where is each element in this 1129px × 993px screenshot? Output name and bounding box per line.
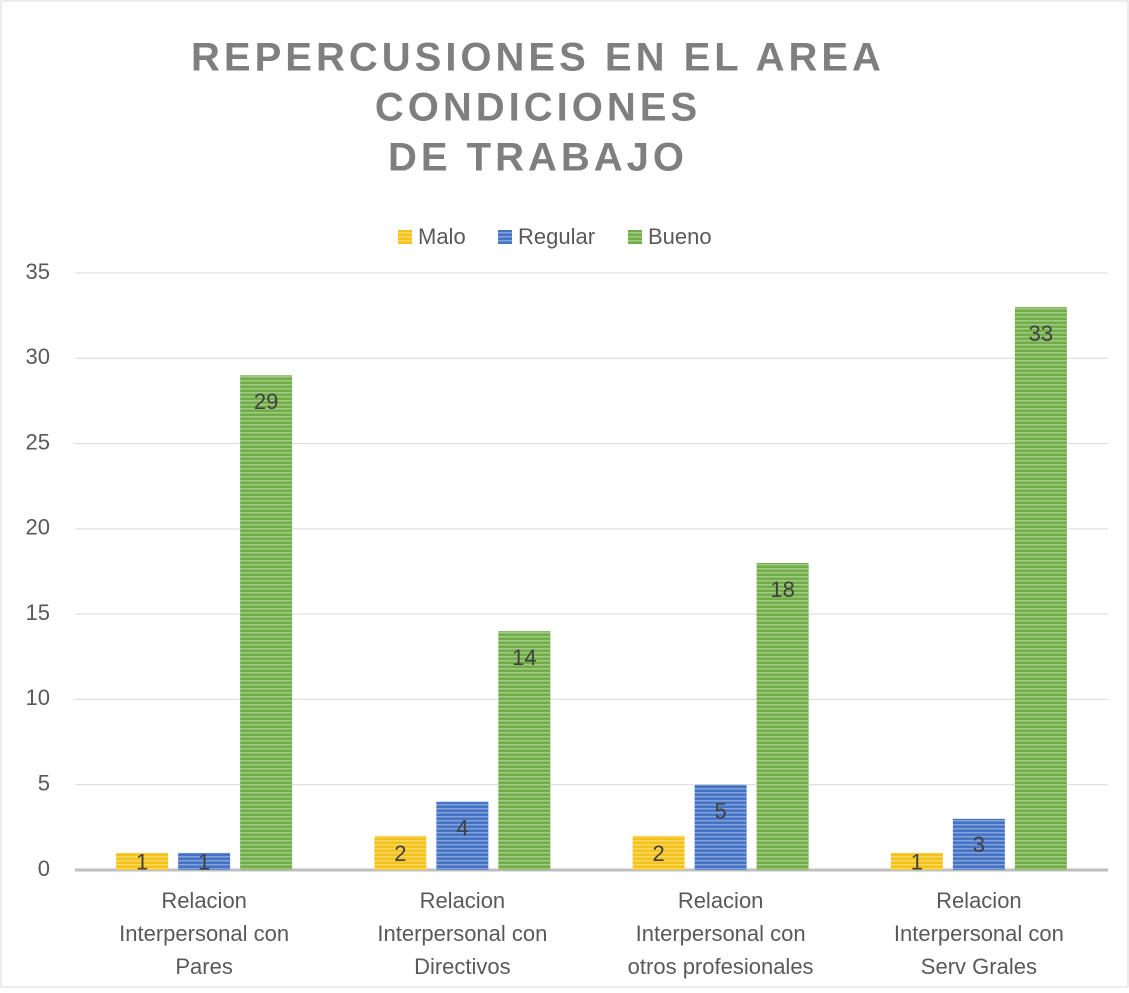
bar [178,852,231,870]
y-tick-label: 30 [26,344,50,369]
data-label: 5 [715,799,727,824]
bar [116,852,169,870]
x-tick-label: Relacion [936,888,1022,913]
chart-title: REPERCUSIONES EN EL AREA [191,36,885,80]
data-label: 14 [512,645,536,670]
y-tick-label: 5 [38,771,50,796]
chart-title: CONDICIONES [375,86,701,130]
bar [374,835,427,870]
y-tick-label: 20 [26,515,50,540]
data-label: 29 [254,389,278,414]
x-tick-label: Serv Grales [921,954,1037,979]
bar [890,852,943,870]
x-tick-label: Interpersonal con [636,921,806,946]
bar [1014,307,1067,871]
x-tick-label: otros profesionales [628,954,814,979]
x-tick-label: Interpersonal con [894,921,1064,946]
x-tick-label: Relacion [678,888,764,913]
legend-label: Regular [518,224,595,249]
bar [498,631,551,870]
data-label: 4 [456,816,468,841]
data-label: 1 [136,849,148,874]
bar [756,562,809,870]
data-label: 2 [653,841,665,866]
data-label: 1 [911,849,923,874]
bar [694,784,747,870]
y-tick-label: 0 [38,856,50,881]
y-tick-label: 15 [26,600,50,625]
y-tick-label: 10 [26,685,50,710]
legend-label: Bueno [648,224,712,249]
x-tick-label: Directivos [414,954,511,979]
y-tick-label: 35 [26,259,50,284]
data-label: 18 [770,577,794,602]
y-tick-label: 25 [26,429,50,454]
chart-title: DE TRABAJO [388,136,688,180]
x-tick-label: Relacion [420,888,506,913]
legend-swatch [498,230,512,244]
x-tick-label: Interpersonal con [119,921,289,946]
bar [952,818,1005,870]
bar [436,801,489,870]
data-label: 1 [198,849,210,874]
bar [632,835,685,870]
bar [240,375,293,870]
legend-swatch [398,230,412,244]
x-tick-label: Pares [175,954,232,979]
x-tick-label: Relacion [161,888,247,913]
x-tick-label: Interpersonal con [377,921,547,946]
data-label: 33 [1029,321,1053,346]
data-label: 3 [973,832,985,857]
data-label: 2 [394,841,406,866]
legend-swatch [628,230,642,244]
legend-label: Malo [418,224,466,249]
